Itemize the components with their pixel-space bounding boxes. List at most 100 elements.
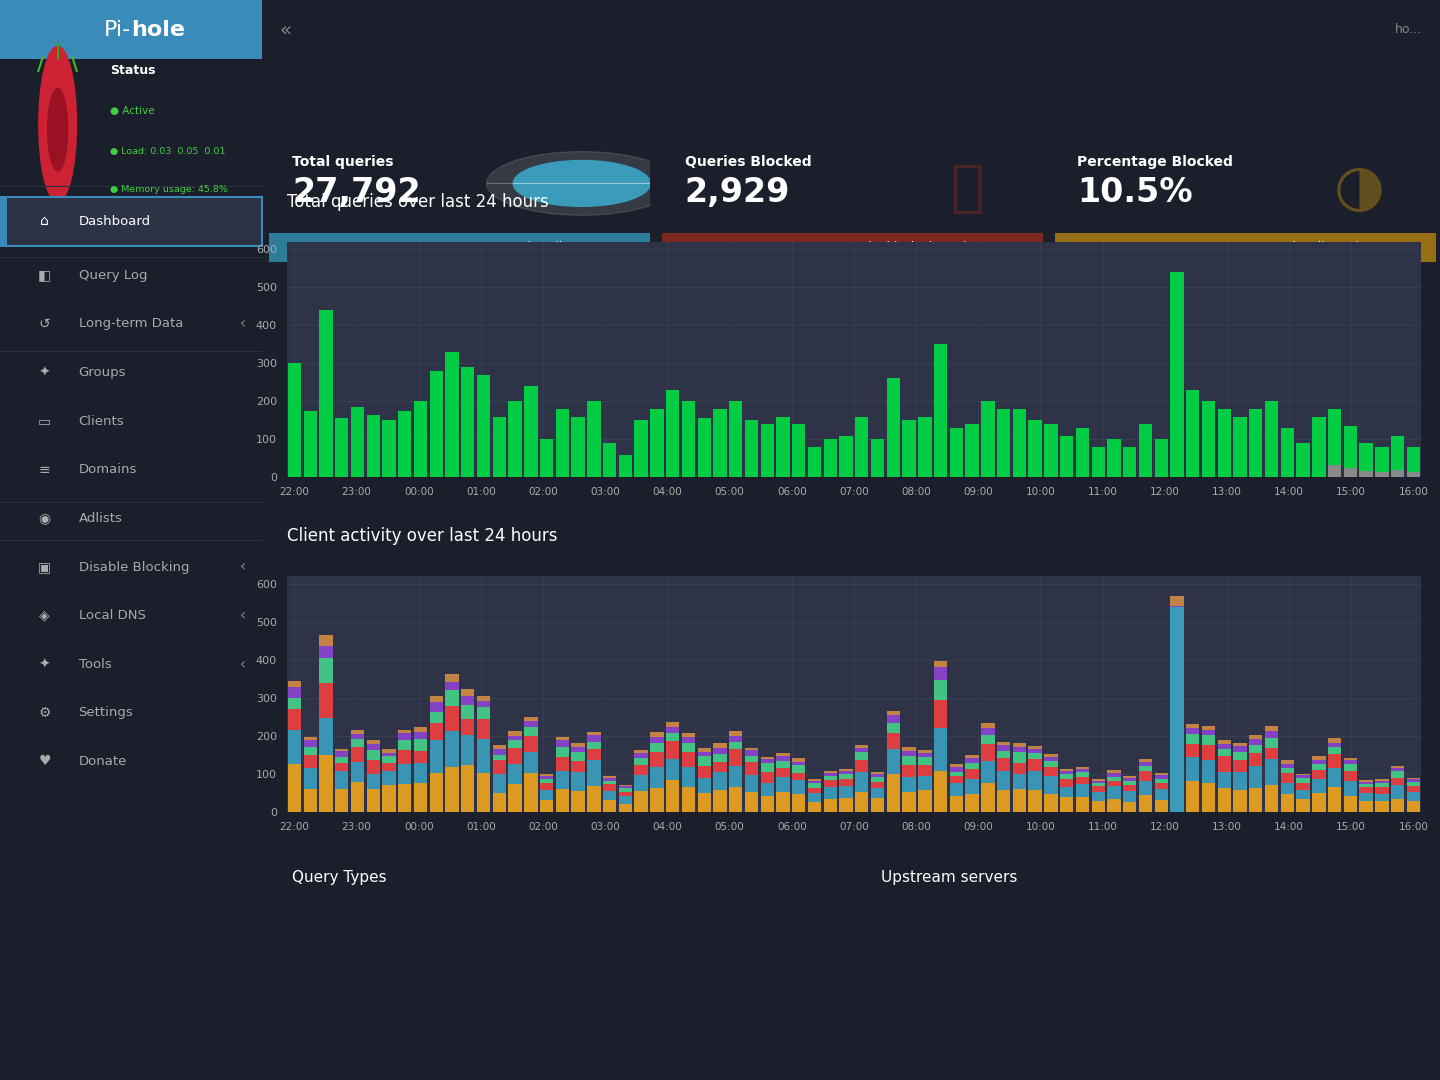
Bar: [336, 762, 348, 771]
Text: ✋: ✋: [950, 162, 984, 216]
Bar: [492, 745, 505, 750]
Bar: [288, 710, 301, 730]
Bar: [1155, 788, 1168, 799]
FancyBboxPatch shape: [1054, 233, 1436, 262]
Bar: [1407, 800, 1420, 812]
Bar: [445, 767, 459, 812]
Bar: [336, 788, 348, 812]
Text: ◧: ◧: [37, 269, 50, 282]
Bar: [1123, 781, 1136, 785]
Bar: [792, 794, 805, 812]
Bar: [1076, 784, 1089, 797]
Bar: [288, 730, 301, 764]
Bar: [508, 764, 521, 784]
Bar: [572, 791, 585, 812]
Bar: [1344, 468, 1356, 477]
Text: ⌂: ⌂: [40, 215, 49, 228]
Bar: [445, 674, 459, 683]
Text: Tools: Tools: [79, 658, 111, 671]
Bar: [524, 735, 537, 752]
Bar: [1218, 772, 1231, 788]
Bar: [572, 743, 585, 747]
Bar: [981, 783, 995, 812]
Bar: [367, 740, 380, 744]
Bar: [871, 772, 884, 774]
Bar: [572, 760, 585, 772]
Bar: [651, 743, 664, 752]
Bar: [840, 771, 852, 774]
Text: Query Types: Query Types: [292, 869, 387, 885]
Bar: [713, 762, 727, 772]
Bar: [1107, 773, 1120, 777]
Bar: [556, 409, 569, 477]
Bar: [871, 787, 884, 798]
Bar: [320, 635, 333, 646]
Bar: [429, 370, 444, 477]
Bar: [492, 417, 505, 477]
Bar: [1076, 778, 1089, 784]
Bar: [949, 771, 963, 777]
Bar: [1264, 731, 1279, 738]
Bar: [461, 689, 475, 696]
Bar: [760, 424, 773, 477]
Bar: [681, 733, 696, 737]
Bar: [1202, 735, 1215, 745]
Bar: [1060, 435, 1073, 477]
Bar: [429, 696, 444, 702]
Bar: [588, 760, 600, 786]
Bar: [1107, 440, 1120, 477]
Bar: [1264, 785, 1279, 812]
Bar: [776, 417, 789, 477]
Bar: [1218, 409, 1231, 477]
Bar: [1280, 428, 1295, 477]
Text: Adlists: Adlists: [79, 512, 122, 525]
Bar: [919, 756, 932, 765]
Text: /: /: [37, 55, 45, 75]
Bar: [697, 418, 711, 477]
Bar: [1233, 759, 1247, 772]
Bar: [413, 728, 428, 731]
Bar: [760, 759, 773, 764]
Bar: [1407, 782, 1420, 786]
Bar: [635, 792, 648, 812]
Bar: [397, 750, 412, 764]
Bar: [413, 783, 428, 812]
Bar: [665, 741, 680, 759]
Bar: [1139, 781, 1152, 795]
Bar: [1407, 472, 1420, 477]
Text: ◑: ◑: [1333, 160, 1385, 217]
Bar: [903, 751, 916, 756]
Circle shape: [39, 46, 76, 202]
Bar: [665, 759, 680, 780]
Bar: [588, 402, 600, 477]
Bar: [1012, 409, 1027, 477]
Bar: [1344, 771, 1356, 781]
Bar: [981, 734, 995, 744]
Bar: [1076, 797, 1089, 812]
Bar: [1233, 743, 1247, 746]
Bar: [840, 435, 852, 477]
Bar: [351, 782, 364, 812]
Bar: [981, 724, 995, 728]
Bar: [304, 410, 317, 477]
Text: ⚙: ⚙: [39, 706, 50, 719]
Bar: [871, 774, 884, 778]
Text: ◈: ◈: [39, 609, 50, 622]
Bar: [1375, 783, 1388, 787]
Bar: [1407, 792, 1420, 800]
Bar: [1312, 794, 1326, 812]
Bar: [588, 748, 600, 760]
Bar: [697, 793, 711, 812]
Bar: [508, 741, 521, 748]
Bar: [461, 705, 475, 718]
Bar: [477, 707, 490, 719]
Text: 6 active clients  ➤: 6 active clients ➤: [498, 241, 605, 254]
Bar: [697, 752, 711, 756]
Bar: [996, 751, 1011, 757]
Bar: [713, 791, 727, 812]
Bar: [508, 731, 521, 735]
Text: ▣: ▣: [37, 561, 50, 573]
Text: Dashboard: Dashboard: [79, 215, 151, 228]
Bar: [351, 407, 364, 477]
Bar: [935, 667, 948, 680]
